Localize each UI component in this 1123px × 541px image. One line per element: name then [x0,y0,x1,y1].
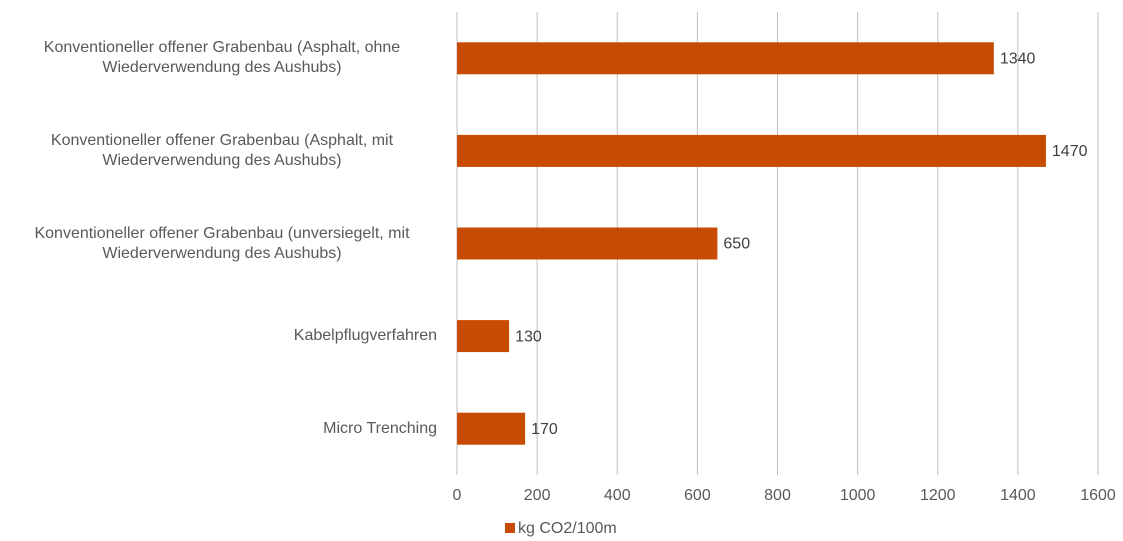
x-tick-label: 1000 [840,487,876,504]
value-label: 1470 [1052,143,1088,160]
value-label: 650 [723,236,750,253]
value-label: 130 [515,328,542,345]
y-tick-label: Micro Trenching [323,419,437,437]
x-tick-label: 200 [524,487,551,504]
x-tick-label: 600 [684,487,711,504]
x-tick-label: 1400 [1000,487,1036,504]
x-tick-label: 400 [604,487,631,504]
y-tick-label: Kabelpflugverfahren [293,327,437,345]
value-label: 1340 [1000,51,1036,68]
legend-marker [505,523,515,533]
y-tick-label: Konventioneller offener Grabenbau (unver… [34,224,410,262]
x-tick-label: 800 [764,487,791,504]
y-tick-label: Konventioneller offener Grabenbau (Aspha… [50,131,394,169]
bar [457,134,1046,167]
legend-label: kg CO2/100m [518,520,617,537]
bar [457,412,526,445]
x-tick-label: 1200 [920,487,956,504]
bar [457,320,510,353]
value-label: 170 [531,421,558,438]
y-tick-label: Konventioneller offener Grabenbau (Aspha… [43,39,401,77]
bar [457,42,994,75]
x-tick-label: 1600 [1080,487,1116,504]
x-tick-label: 0 [453,487,462,504]
bar [457,227,718,260]
